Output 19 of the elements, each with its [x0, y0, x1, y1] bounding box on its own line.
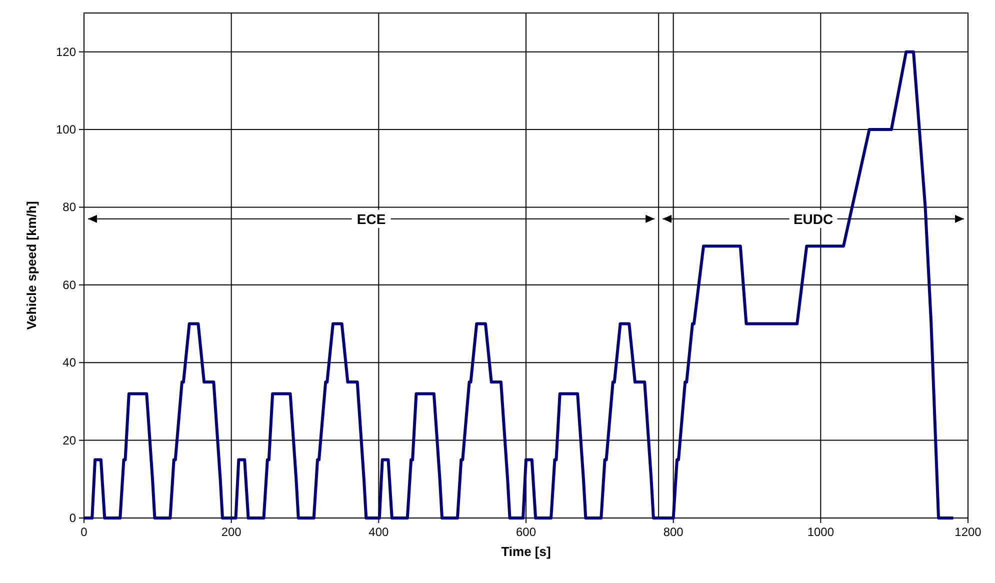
y-tick-label: 60	[62, 278, 76, 292]
y-tick-label: 20	[62, 433, 76, 448]
y-tick-label: 80	[62, 200, 76, 214]
y-tick-label: 120	[56, 44, 76, 59]
x-tick-label: 600	[516, 525, 536, 539]
y-tick-label: 100	[56, 122, 76, 137]
annotation: ECE	[356, 210, 386, 227]
x-tick-label: 0	[80, 525, 88, 539]
x-tick-label: 800	[663, 525, 684, 539]
x-tick-label: 1200	[954, 525, 982, 539]
x-axis-title: Time [s]	[501, 544, 551, 559]
x-tick-label: 1000	[807, 525, 834, 539]
line-series	[82, 50, 955, 520]
x-tick-label: 400	[368, 525, 389, 539]
annotation: EUDC	[793, 210, 834, 227]
y-tick-label: 40	[62, 356, 76, 370]
y-tick-label: 0	[69, 511, 76, 525]
y-axis-title: Vehicle speed [km/h]	[24, 201, 39, 330]
x-tick-label: 200	[221, 525, 242, 539]
